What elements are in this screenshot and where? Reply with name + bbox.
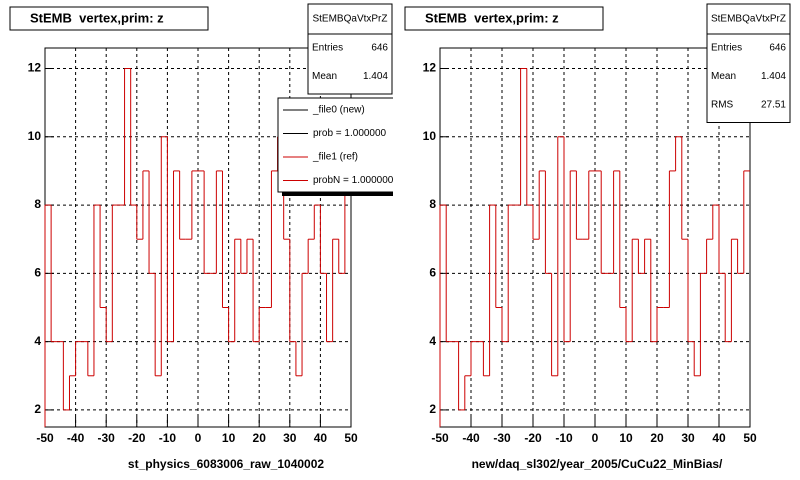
y-tick-label: 2 bbox=[429, 402, 436, 416]
y-tick-label: 8 bbox=[429, 197, 436, 211]
legend: _file0 (new) prob = 1.000000 _file1 (ref) p… bbox=[277, 97, 394, 196]
stats-value: 27.51 bbox=[761, 100, 786, 111]
stats-label: Mean bbox=[312, 71, 337, 82]
stats-name: StEMBQaVtxPrZ bbox=[312, 14, 387, 25]
stats-label: Mean bbox=[711, 71, 736, 82]
x-tick-label: 20 bbox=[650, 431, 664, 445]
stats-name: StEMBQaVtxPrZ bbox=[711, 14, 786, 25]
x-tick-label: -20 bbox=[128, 431, 146, 445]
x-axis-label: new/daq_sl302/year_2005/CuCu22_MinBias/ bbox=[472, 457, 723, 471]
x-tick-label: -40 bbox=[67, 431, 85, 445]
x-tick-label: -40 bbox=[462, 431, 480, 445]
chart-title: StEMB vertex,prim: z bbox=[30, 10, 164, 25]
stats-label: Entries bbox=[711, 43, 742, 54]
legend-label: _file0 (new) bbox=[312, 105, 365, 116]
x-tick-label: 50 bbox=[344, 431, 358, 445]
legend-box bbox=[277, 97, 393, 193]
stats-label: Entries bbox=[312, 43, 343, 54]
y-tick-label: 8 bbox=[34, 197, 41, 211]
x-tick-label: -10 bbox=[555, 431, 573, 445]
x-tick-label: -10 bbox=[159, 431, 177, 445]
stats-box bbox=[706, 3, 791, 123]
x-tick-label: 0 bbox=[592, 431, 599, 445]
title-box bbox=[404, 6, 604, 31]
x-tick-label: 0 bbox=[195, 431, 202, 445]
x-tick-label: 10 bbox=[619, 431, 633, 445]
legend-label: prob = 1.000000 bbox=[313, 128, 387, 139]
x-tick-label: 50 bbox=[743, 431, 757, 445]
stats-label: RMS bbox=[711, 100, 734, 111]
x-tick-label: 20 bbox=[253, 431, 267, 445]
stats-value: 1.404 bbox=[363, 71, 388, 82]
y-tick-label: 10 bbox=[28, 129, 42, 143]
y-tick-label: 12 bbox=[28, 61, 42, 75]
y-tick-label: 2 bbox=[34, 402, 41, 416]
y-tick-label: 6 bbox=[34, 266, 41, 280]
legend-label: _file1 (ref) bbox=[312, 152, 358, 163]
x-tick-label: -30 bbox=[98, 431, 116, 445]
x-axis-label: st_physics_6083006_raw_1040002 bbox=[128, 457, 324, 471]
x-tick-label: -50 bbox=[36, 431, 54, 445]
y-tick-label: 6 bbox=[429, 266, 436, 280]
stats-value: 1.404 bbox=[761, 71, 786, 82]
stats-box bbox=[307, 3, 393, 95]
stats-value: 646 bbox=[371, 43, 388, 54]
x-tick-label: -50 bbox=[431, 431, 449, 445]
x-tick-label: 30 bbox=[681, 431, 695, 445]
x-tick-label: 40 bbox=[314, 431, 328, 445]
x-tick-label: -20 bbox=[524, 431, 542, 445]
y-tick-label: 10 bbox=[423, 129, 437, 143]
y-tick-label: 12 bbox=[423, 61, 437, 75]
y-tick-label: 4 bbox=[429, 334, 436, 348]
x-tick-label: 30 bbox=[283, 431, 297, 445]
chart-title: StEMB vertex,prim: z bbox=[425, 10, 559, 25]
stats-value: 646 bbox=[769, 43, 786, 54]
title-box bbox=[9, 6, 209, 31]
frame bbox=[439, 47, 751, 428]
x-tick-label: -30 bbox=[493, 431, 511, 445]
legend-label: probN = 1.000000 bbox=[313, 175, 394, 186]
y-tick-label: 4 bbox=[34, 334, 41, 348]
x-tick-label: 10 bbox=[222, 431, 236, 445]
x-tick-label: 40 bbox=[712, 431, 726, 445]
